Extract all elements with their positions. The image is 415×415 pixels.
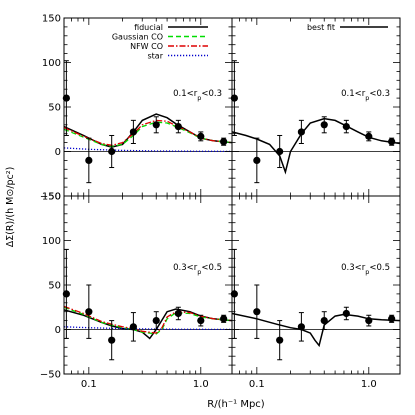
data-point — [129, 128, 137, 136]
data-point — [276, 336, 284, 344]
legend-label: NFW CO — [130, 42, 163, 51]
data-point — [174, 309, 182, 318]
legend-label: fiducial — [134, 23, 163, 32]
data-point — [174, 122, 182, 131]
data-point — [388, 138, 396, 146]
curves — [232, 312, 400, 348]
legend-label: Gaussian CO — [112, 33, 163, 42]
panel-annotation: 0.1<rp<0.3 — [341, 89, 390, 102]
data-point — [108, 336, 116, 344]
data-point — [129, 323, 137, 331]
data-point — [388, 315, 396, 323]
y-tick-label: 100 — [42, 58, 61, 69]
data-point — [220, 315, 228, 323]
x-tick-label: 0.1 — [81, 379, 97, 390]
x-axis-label: R/(h⁻¹ Mpc) — [207, 399, 264, 410]
panel-top-left: −50 0 50 100 150 0.1<rp<0.3 — [40, 14, 233, 203]
data-point — [152, 121, 160, 129]
series-star — [64, 326, 232, 331]
series-best-fit — [232, 312, 400, 348]
curves — [232, 117, 400, 175]
data-point — [342, 122, 350, 131]
series-best-fit — [232, 117, 400, 175]
data-point — [297, 323, 305, 331]
panel-annotation: 0.3<rp<0.5 — [173, 263, 222, 276]
data-point — [197, 132, 205, 140]
data-point — [108, 147, 116, 156]
data-point — [320, 121, 328, 129]
series-star — [64, 147, 232, 153]
panel-top-right: 0.1<rp<0.3 — [230, 17, 401, 197]
data-point — [365, 132, 373, 140]
data-point — [152, 317, 160, 325]
data-point — [297, 128, 305, 136]
data-point — [365, 317, 373, 325]
data-point — [320, 317, 328, 325]
legend-label: star — [148, 52, 164, 61]
data-point — [276, 147, 284, 156]
y-tick-label: −50 — [40, 192, 61, 203]
data-point — [85, 156, 93, 164]
y-tick-label: 0 — [55, 325, 61, 336]
panel-annotation: 0.3<rp<0.5 — [341, 263, 390, 276]
data-point — [197, 317, 205, 325]
y-tick-label: 150 — [42, 14, 61, 25]
data-point — [220, 138, 228, 146]
data-point — [253, 156, 261, 164]
x-tick-label: 1.0 — [361, 379, 377, 390]
x-tick-label: 1.0 — [193, 379, 209, 390]
data-point — [85, 308, 93, 316]
plot-layer: −50 0 50 100 150 0.1<rp<0.3 0.1<rp<0.3 −50 0 50 10… — [40, 14, 401, 390]
y-tick-label: 150 — [42, 192, 61, 203]
panel-annotation: 0.1<rp<0.3 — [173, 89, 222, 102]
series-nfw-co — [64, 305, 232, 334]
y-tick-label: −50 — [40, 370, 61, 381]
series-gaussian-co — [64, 306, 232, 335]
panel-bottom-right: 0.1 1.0 0.3<rp<0.5 — [230, 195, 401, 390]
y-tick-label: 100 — [42, 236, 61, 247]
y-tick-label: 50 — [48, 103, 61, 114]
legend-label: best fit — [307, 23, 335, 32]
legend-right: best fit — [307, 23, 388, 32]
data-point — [253, 308, 261, 316]
y-tick-label: 50 — [48, 281, 61, 292]
curves — [64, 305, 232, 340]
x-tick-label: 0.1 — [249, 379, 265, 390]
y-axis-label: ΔΣ(R)/(h M⊙/pc²) — [5, 167, 16, 248]
panel-bottom-left: −50 0 50 100 150 0.1 1.0 0.3<rp<0.5 — [40, 192, 233, 390]
data-point — [342, 309, 350, 318]
y-tick-label: 0 — [55, 147, 61, 158]
